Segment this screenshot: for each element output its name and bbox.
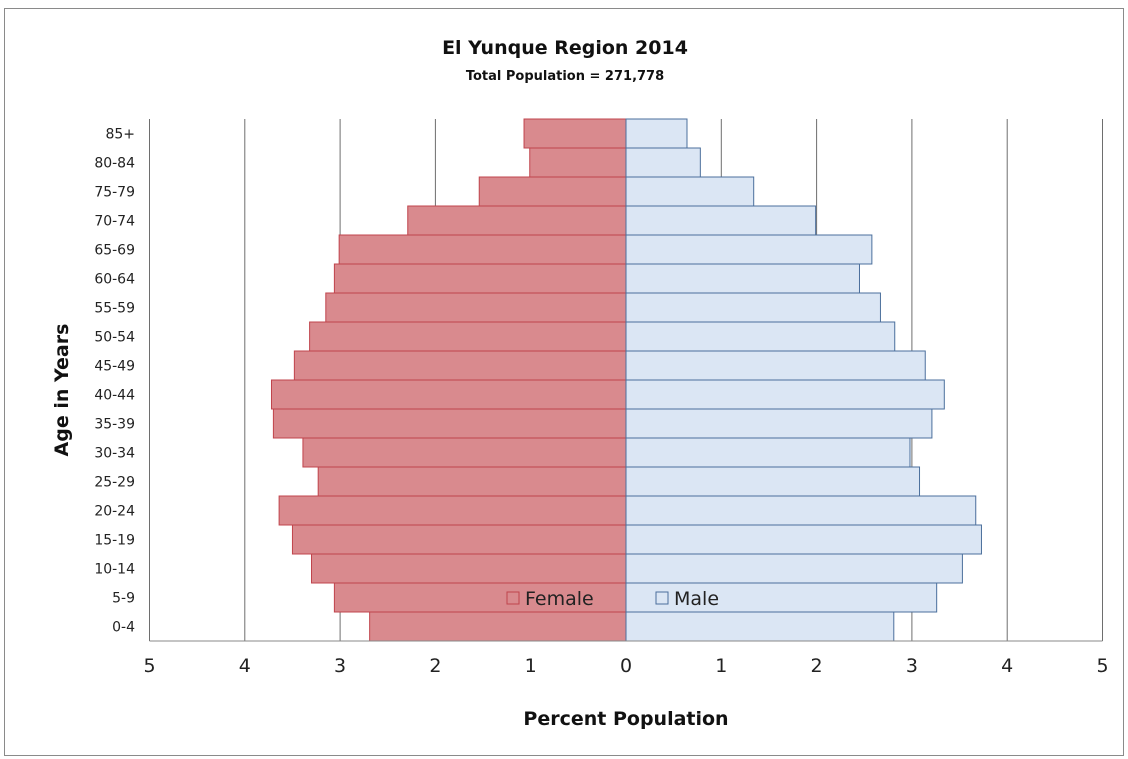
female-bar [338,234,627,265]
y-tick-labels: 0-4 5-9 10-14 15-19 20-24 25-29 30-34 35-39 40-4… [94,127,135,636]
x-tick-label: 4 [239,655,251,677]
male-bar [625,292,881,323]
female-bar [317,466,627,497]
male-bar [625,263,860,294]
x-tick-label: 3 [334,655,346,677]
y-tick-label: 40-44 [94,388,135,404]
male-bar [625,118,688,149]
x-tick-label: 2 [429,655,441,677]
male-bar [625,582,938,613]
female-bar [302,437,627,468]
female-bar [529,147,627,178]
x-tick-label: 5 [1096,655,1108,677]
male-bar [625,234,873,265]
x-tick-label: 3 [906,655,918,677]
x-axis-label: Percent Population [523,708,728,730]
y-tick-label: 85+ [105,127,135,143]
female-bar [478,176,627,207]
y-tick-label: 45-49 [94,359,135,375]
female-bar [325,292,627,323]
legend-label-male: Male [674,588,719,610]
chart-subtitle: Total Population = 271,778 [466,69,664,84]
female-bar [333,263,627,294]
legend-swatch-female [506,591,520,605]
legend: Female Male [506,588,719,610]
legend-swatch-male [655,591,669,605]
y-tick-label: 15-19 [94,533,135,549]
female-bar [272,408,627,439]
y-tick-label: 65-69 [94,243,135,259]
female-bar [407,205,627,236]
male-bar [625,147,701,178]
female-bar [523,118,627,149]
y-tick-label: 35-39 [94,417,135,433]
female-bar [309,321,627,352]
x-tick-label: 0 [620,655,632,677]
female-bar [270,379,627,410]
y-tick-label: 25-29 [94,475,135,491]
female-bar [333,582,627,613]
population-pyramid-chart: El Yunque Region 2014 Total Population =… [51,37,1109,730]
y-tick-label: 5-9 [112,591,135,607]
x-tick-label: 1 [525,655,537,677]
y-tick-label: 20-24 [94,504,135,520]
chart-frame: El Yunque Region 2014 Total Population =… [4,8,1124,756]
female-bar [291,524,627,555]
x-tick-label: 2 [811,655,823,677]
y-tick-label: 0-4 [112,620,135,636]
male-bar [625,176,755,207]
y-tick-label: 10-14 [94,562,135,578]
male-bar [625,553,963,584]
male-bar [625,379,945,410]
male-bar [625,321,896,352]
male-bar [625,611,895,642]
x-tick-label: 1 [715,655,727,677]
female-bar [278,495,627,526]
y-tick-label: 70-74 [94,214,135,230]
male-bar [625,408,933,439]
x-tick-labels: 5 4 3 2 1 0 1 2 3 4 5 [143,655,1108,677]
y-tick-label: 75-79 [94,185,135,201]
y-tick-label: 30-34 [94,446,135,462]
male-bar [625,466,921,497]
x-tick-label: 4 [1001,655,1013,677]
legend-label-female: Female [525,588,594,610]
x-tick-label: 5 [143,655,155,677]
male-bar [625,350,926,381]
y-tick-label: 55-59 [94,301,135,317]
male-bar [625,495,977,526]
female-bar [369,611,627,642]
y-axis-label: Age in Years [51,324,73,457]
male-bar [625,437,911,468]
y-tick-label: 80-84 [94,156,135,172]
chart-title: El Yunque Region 2014 [442,37,688,59]
y-tick-label: 60-64 [94,272,135,288]
male-bar [625,205,817,236]
female-bar [311,553,627,584]
male-bar [625,524,982,555]
y-tick-label: 50-54 [94,330,135,346]
bars [270,118,982,642]
female-bar [293,350,627,381]
